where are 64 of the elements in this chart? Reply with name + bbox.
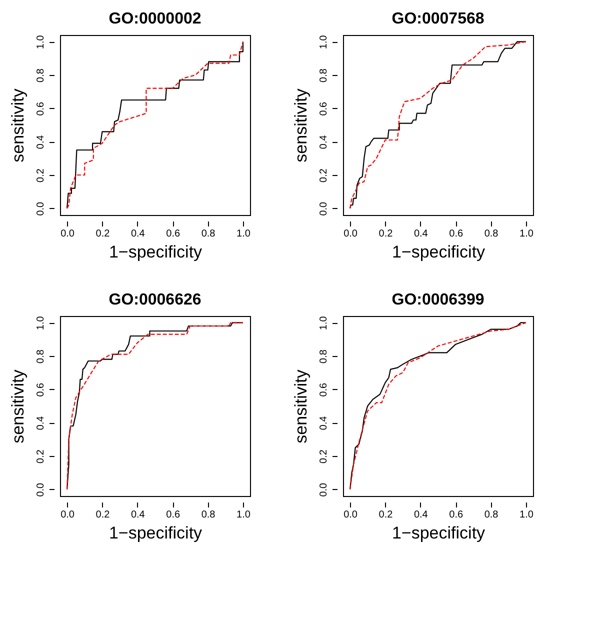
x-tick-label: 0.2: [378, 228, 394, 240]
x-tick-label: 0.8: [201, 510, 216, 520]
x-tick-label: 0.2: [96, 510, 110, 520]
x-tick-label: 0.0: [344, 510, 358, 520]
y-tick-label: 0.0: [318, 201, 330, 216]
y-tick-label: 0.4: [36, 416, 46, 430]
y-tick-label: 1.0: [318, 34, 330, 50]
y-tick-label: 0.2: [318, 449, 330, 464]
chart-title: GO:0007568: [392, 10, 484, 28]
y-tick-label: 0.6: [318, 382, 330, 397]
y-axis-title: sensitivity: [8, 88, 28, 162]
x-tick-label: 1.0: [236, 510, 251, 520]
line-series: [66, 41, 244, 209]
x-axis-title: 1−specificity: [392, 524, 486, 542]
line-series: [66, 322, 244, 490]
y-tick-label: 1.0: [36, 34, 46, 50]
x-tick-label: 0.6: [449, 510, 464, 520]
y-tick-label: 0.8: [318, 349, 330, 364]
x-tick-label: 0.2: [378, 510, 394, 520]
y-tick-label: 0.4: [318, 134, 330, 150]
x-tick-label: 0.8: [484, 228, 499, 240]
x-tick-label: 1.0: [520, 510, 534, 520]
y-tick-label: 0.6: [36, 101, 46, 116]
x-tick-label: 1.0: [236, 228, 251, 240]
x-tick-label: 0.4: [130, 228, 146, 240]
x-axis-title: 1−specificity: [108, 524, 203, 542]
line-series: [349, 322, 527, 490]
x-tick-label: 0.2: [96, 228, 110, 240]
x-axis-title: 1−specificity: [392, 242, 486, 262]
y-tick-label: 0.0: [318, 482, 330, 497]
x-tick-label: 0.0: [60, 510, 75, 520]
x-tick-label: 0.0: [344, 228, 358, 240]
y-tick-label: 0.8: [36, 68, 46, 82]
x-tick-label: 0.4: [414, 510, 428, 520]
y-tick-label: 1.0: [318, 316, 330, 330]
y-tick-label: 0.8: [36, 349, 46, 364]
y-tick-label: 0.0: [36, 482, 46, 497]
y-tick-label: 1.0: [36, 316, 46, 330]
y-tick-label: 0.0: [36, 201, 46, 216]
x-tick-label: 0.6: [166, 228, 180, 240]
chart-title: GO:0006626: [108, 292, 202, 309]
y-axis-title: sensitivity: [292, 88, 310, 162]
chart-title: GO:0000002: [108, 10, 202, 28]
x-tick-label: 1.0: [520, 228, 534, 240]
y-tick-label: 0.2: [36, 449, 46, 464]
x-tick-label: 0.6: [166, 510, 180, 520]
y-tick-label: 0.8: [318, 68, 330, 82]
y-tick-label: 0.2: [36, 168, 46, 182]
line-series: [349, 41, 527, 209]
x-tick-label: 0.0: [60, 228, 75, 240]
y-axis-title: sensitivity: [292, 369, 310, 444]
x-tick-label: 0.4: [130, 510, 146, 520]
x-tick-label: 0.8: [484, 510, 499, 520]
x-tick-label: 0.8: [201, 228, 216, 240]
x-axis-title: 1−specificity: [108, 242, 203, 262]
y-tick-label: 0.4: [318, 416, 330, 430]
x-tick-label: 0.4: [414, 228, 428, 240]
x-tick-label: 0.6: [449, 228, 464, 240]
y-tick-label: 0.4: [36, 134, 46, 150]
y-tick-label: 0.6: [318, 101, 330, 116]
y-tick-label: 0.2: [318, 168, 330, 182]
y-tick-label: 0.6: [36, 382, 46, 397]
y-axis-title: sensitivity: [8, 369, 28, 444]
chart-title: GO:0006399: [392, 292, 484, 309]
